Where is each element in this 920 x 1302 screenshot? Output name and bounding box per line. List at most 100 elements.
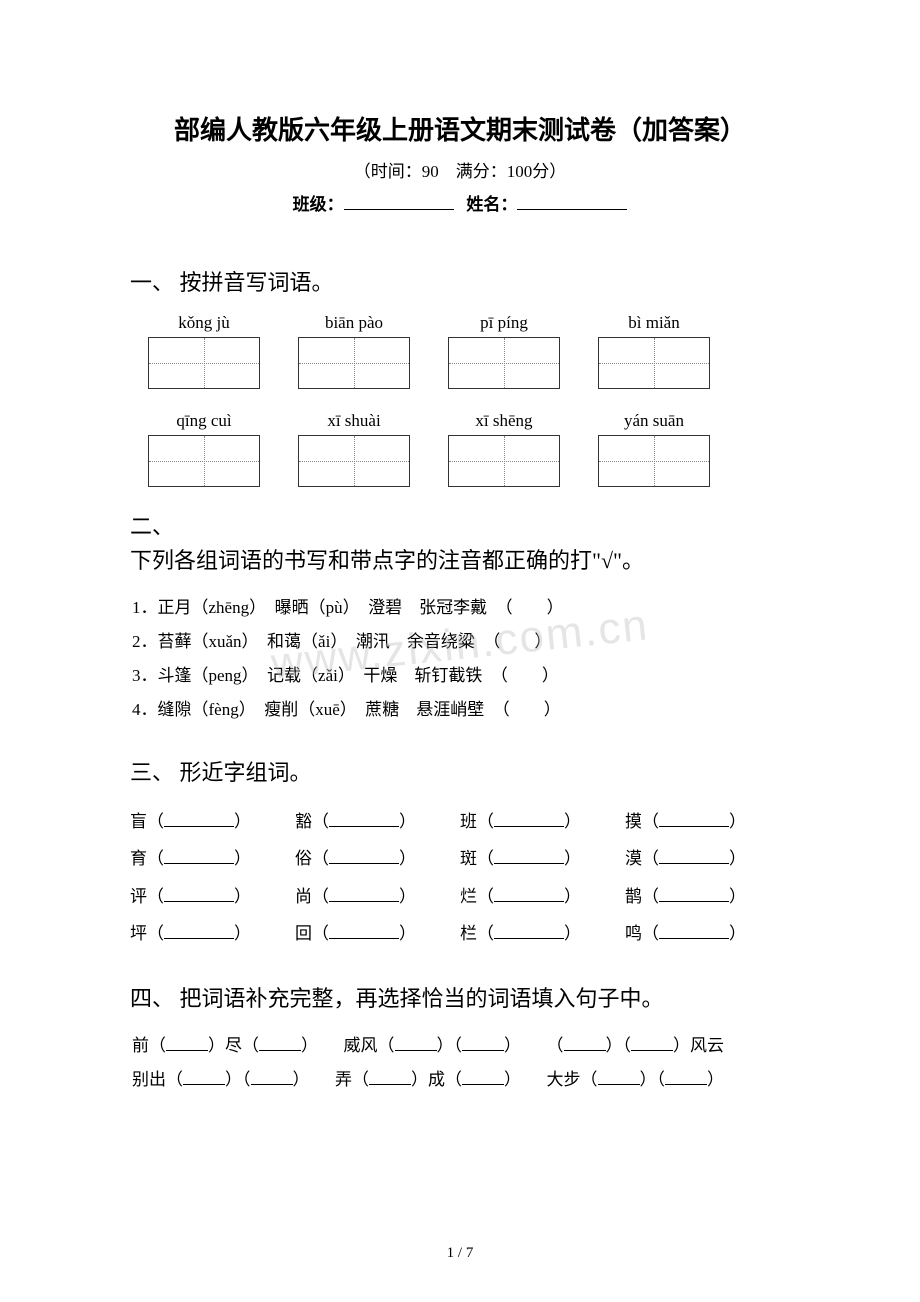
answer-blank[interactable] xyxy=(659,849,729,864)
char-label: 班 xyxy=(460,812,477,831)
section3-row: 育（） 俗（） 斑（） 漠（） xyxy=(130,840,790,877)
class-label: 班级： xyxy=(293,195,344,214)
section4-line1: 前（）尽（） 威风（）（） （）（）风云 xyxy=(132,1029,790,1063)
char-label: 摸 xyxy=(625,812,642,831)
char-label: 鹊 xyxy=(625,887,642,906)
answer-blank[interactable] xyxy=(462,1036,504,1051)
token: ） xyxy=(293,1070,310,1089)
token: 大步（ xyxy=(547,1070,598,1089)
pinyin-label: xī shēng xyxy=(448,411,560,431)
section4-heading: 四、 把词语补充完整，再选择恰当的词语填入句子中。 xyxy=(130,981,790,1013)
name-blank[interactable] xyxy=(517,193,627,210)
answer-blank[interactable] xyxy=(329,812,399,827)
exam-subtitle: （时间：90 满分：100分） xyxy=(130,157,790,182)
token: 别出（ xyxy=(132,1070,183,1089)
token: ）（ xyxy=(437,1036,463,1055)
tianzi-box[interactable] xyxy=(598,435,710,487)
tianzi-box[interactable] xyxy=(298,337,410,389)
class-blank[interactable] xyxy=(344,193,454,210)
tianzi-box[interactable] xyxy=(148,435,260,487)
answer-blank[interactable] xyxy=(259,1036,301,1051)
section2-heading-a: 二、 xyxy=(130,509,790,541)
answer-blank[interactable] xyxy=(564,1036,606,1051)
tianzi-box[interactable] xyxy=(448,435,560,487)
answer-blank[interactable] xyxy=(659,812,729,827)
token: ） xyxy=(707,1070,724,1089)
token: 前（ xyxy=(132,1036,166,1055)
answer-blank[interactable] xyxy=(164,812,234,827)
name-label: 姓名： xyxy=(466,195,517,214)
section2-item: 4．缝隙（fèng） 瘦削（xuē） 蔗糖 悬涯峭壁 （ ） xyxy=(132,693,790,727)
char-label: 豁 xyxy=(295,812,312,831)
answer-blank[interactable] xyxy=(251,1070,293,1085)
tianzi-box[interactable] xyxy=(298,435,410,487)
answer-blank[interactable] xyxy=(665,1070,707,1085)
token: ） xyxy=(301,1036,318,1055)
pinyin-label: pī píng xyxy=(448,313,560,333)
answer-blank[interactable] xyxy=(164,924,234,939)
char-label: 俗 xyxy=(295,849,312,868)
char-label: 尚 xyxy=(295,887,312,906)
tianzi-box[interactable] xyxy=(148,337,260,389)
answer-blank[interactable] xyxy=(631,1036,673,1051)
answer-blank[interactable] xyxy=(659,924,729,939)
section3-row: 盲（） 豁（） 班（） 摸（） xyxy=(130,803,790,840)
token: ）成（ xyxy=(411,1070,462,1089)
answer-blank[interactable] xyxy=(164,849,234,864)
answer-blank[interactable] xyxy=(329,924,399,939)
exam-title: 部编人教版六年级上册语文期末测试卷（加答案） xyxy=(130,110,790,147)
pinyin-label: bì miǎn xyxy=(598,313,710,333)
char-label: 坪 xyxy=(130,924,147,943)
char-label: 盲 xyxy=(130,812,147,831)
char-label: 漠 xyxy=(625,849,642,868)
answer-blank[interactable] xyxy=(494,812,564,827)
char-label: 烂 xyxy=(460,887,477,906)
pinyin-label: xī shuài xyxy=(298,411,410,431)
student-fields: 班级： 姓名： xyxy=(130,190,790,215)
answer-blank[interactable] xyxy=(462,1070,504,1085)
token: ） xyxy=(504,1070,521,1089)
section3-grid: 盲（） 豁（） 班（） 摸（） 育（） 俗（） 斑（） 漠（） 评（） 尚（） … xyxy=(130,803,790,953)
char-label: 评 xyxy=(130,887,147,906)
token: ）尽（ xyxy=(208,1036,259,1055)
token: ）（ xyxy=(640,1070,666,1089)
answer-blank[interactable] xyxy=(494,849,564,864)
token: ）（ xyxy=(225,1070,251,1089)
answer-blank[interactable] xyxy=(369,1070,411,1085)
section1-heading: 一、 按拼音写词语。 xyxy=(130,265,790,297)
char-label: 鸣 xyxy=(625,924,642,943)
pinyin-label: biān pào xyxy=(298,313,410,333)
token: （ xyxy=(547,1036,564,1055)
tianzi-box[interactable] xyxy=(448,337,560,389)
answer-blank[interactable] xyxy=(494,924,564,939)
answer-blank[interactable] xyxy=(494,887,564,902)
tianzi-box[interactable] xyxy=(598,337,710,389)
token: 威风（ xyxy=(344,1036,395,1055)
pinyin-label: kǒng jù xyxy=(148,313,260,333)
char-label: 斑 xyxy=(460,849,477,868)
answer-blank[interactable] xyxy=(329,887,399,902)
token: ） xyxy=(504,1036,521,1055)
char-label: 栏 xyxy=(460,924,477,943)
answer-blank[interactable] xyxy=(659,887,729,902)
answer-blank[interactable] xyxy=(183,1070,225,1085)
page-number: 1 / 7 xyxy=(0,1245,920,1262)
pinyin-row-2: qīng cuì xī shuài xī shēng yán suān xyxy=(148,411,790,431)
token: 弄（ xyxy=(335,1070,369,1089)
section4-line2: 别出（ ）（ ） 弄（ ）成（ ） 大步（ ）（ ） xyxy=(132,1063,790,1097)
char-label: 回 xyxy=(295,924,312,943)
section2-heading-b: 下列各组词语的书写和带点字的注音都正确的打"√"。 xyxy=(130,543,790,575)
box-row-2 xyxy=(148,435,790,487)
answer-blank[interactable] xyxy=(598,1070,640,1085)
section2-item: 2．苔藓（xuǎn） 和蔼（ǎi） 潮汛 余音绕粱 （ ） xyxy=(132,625,790,659)
box-row-1 xyxy=(148,337,790,389)
section3-row: 评（） 尚（） 烂（） 鹊（） xyxy=(130,878,790,915)
section3-heading: 三、 形近字组词。 xyxy=(130,755,790,787)
token: ）风云 xyxy=(673,1036,724,1055)
section3-row: 坪（） 回（） 栏（） 鸣（） xyxy=(130,915,790,952)
answer-blank[interactable] xyxy=(166,1036,208,1051)
answer-blank[interactable] xyxy=(164,887,234,902)
pinyin-label: qīng cuì xyxy=(148,411,260,431)
answer-blank[interactable] xyxy=(329,849,399,864)
answer-blank[interactable] xyxy=(395,1036,437,1051)
